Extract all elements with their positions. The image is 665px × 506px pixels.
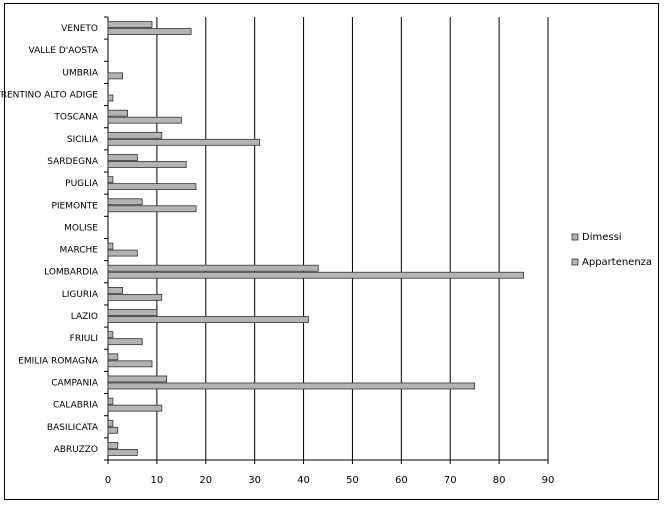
bar-dimessi: [107, 176, 114, 184]
x-tick-label: 10: [151, 475, 164, 486]
bar-appartenenza: [107, 449, 138, 456]
legend-label: Dimessi: [582, 232, 622, 243]
category-label: FRIULI: [70, 334, 98, 344]
bar-dimessi: [107, 375, 168, 383]
bar-dimessi: [107, 264, 319, 272]
bar-dimessi: [107, 353, 119, 361]
bar-dimessi: [107, 154, 138, 161]
x-tick-label: 90: [542, 475, 555, 486]
bar-appartenenza: [107, 316, 309, 323]
legend-swatch: [571, 233, 579, 241]
x-tick-label: 40: [297, 475, 310, 486]
bar-appartenenza: [107, 138, 260, 146]
bar-dimessi: [107, 131, 163, 139]
bar-appartenenza: [107, 249, 138, 257]
bar-appartenenza: [107, 426, 119, 434]
category-label: UMBRIA: [62, 68, 98, 78]
bar-appartenenza: [107, 293, 163, 301]
bar-appartenenza: [107, 382, 476, 390]
x-tick-label: 80: [493, 475, 506, 486]
bar-appartenenza: [107, 116, 182, 124]
category-label: TRENTINO ALTO ADIGE: [0, 91, 98, 101]
x-tick-label: 50: [346, 475, 359, 486]
bar-dimessi: [107, 109, 128, 117]
bar-appartenenza: [107, 161, 187, 168]
bar-dimessi: [107, 419, 114, 427]
category-label: SARDEGNA: [47, 157, 99, 167]
bar-dimessi: [107, 442, 119, 449]
bar-dimessi: [107, 286, 124, 294]
category-label: CAMPANIA: [51, 378, 99, 388]
bar-dimessi: [107, 331, 114, 339]
category-label: TOSCANA: [53, 113, 98, 123]
category-label: ABRUZZO: [54, 445, 98, 455]
category-label: LOMBARDIA: [44, 268, 99, 278]
category-label: SICILIA: [67, 135, 99, 145]
category-label: EMILIA ROMAGNA: [18, 356, 99, 366]
bar-appartenenza: [107, 360, 153, 368]
x-tick-label: 0: [105, 475, 111, 486]
bar-dimessi: [107, 21, 153, 28]
legend-label: Appartenenza: [582, 257, 652, 268]
category-label: MOLISE: [64, 223, 98, 233]
bar-dimessi: [107, 397, 114, 405]
x-tick-label: 60: [395, 475, 408, 486]
bar-appartenenza: [107, 271, 524, 279]
category-label: VALLE D'AOSTA: [29, 46, 99, 56]
x-tick-label: 20: [199, 475, 212, 486]
category-label: LAZIO: [71, 312, 98, 322]
category-label: CALABRIA: [53, 401, 99, 411]
category-label: LIGURIA: [62, 290, 99, 300]
bar-appartenenza: [107, 205, 197, 213]
x-tick-label: 70: [444, 475, 457, 486]
category-label: PIEMONTE: [51, 201, 98, 211]
bar-appartenenza: [107, 28, 192, 35]
bar-appartenenza: [107, 404, 163, 412]
legend-swatch: [571, 258, 579, 266]
bar-dimessi: [107, 309, 158, 316]
bar-dimessi: [107, 198, 143, 206]
category-label: VENETO: [61, 24, 98, 34]
bar-appartenenza: [107, 183, 197, 191]
bar-dimessi: [107, 242, 114, 250]
x-tick-label: 30: [248, 475, 261, 486]
bar-appartenenza: [107, 338, 143, 346]
category-label: BASILICATA: [47, 423, 99, 433]
category-label: MARCHE: [60, 246, 99, 256]
bar-appartenenza: [107, 72, 124, 80]
category-label: PUGLIA: [65, 179, 99, 189]
bar-appartenenza: [107, 94, 114, 102]
